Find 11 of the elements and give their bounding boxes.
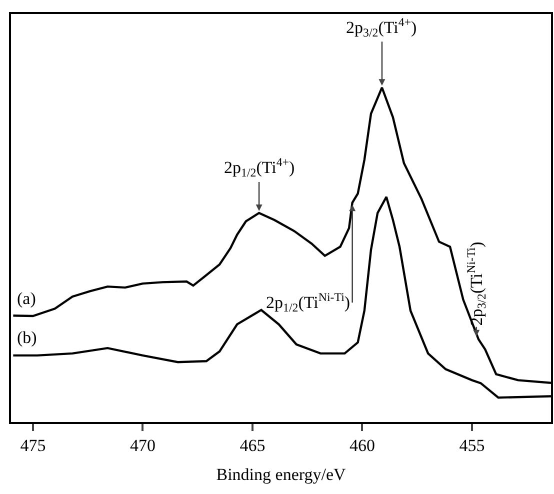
x-tick-label: 470 (130, 436, 156, 456)
series-label: (a) (17, 289, 36, 308)
x-tick-label: 460 (349, 436, 375, 456)
x-tick-label: 455 (459, 436, 485, 456)
annotation: 2p$_{3/2}$(Ti$^{4+}$) (346, 15, 417, 40)
annotation: 2p$_{1/2}$(Ti$^{4+}$) (224, 155, 295, 180)
x-axis-title: Binding energy/eV (216, 465, 346, 484)
x-tick-label: 475 (20, 436, 46, 456)
series-label: (b) (17, 328, 37, 347)
x-tick-label: 465 (240, 436, 266, 456)
annotation: 2p$_{1/2}$(Ti$^{Ni-Ti}$) (266, 290, 350, 315)
